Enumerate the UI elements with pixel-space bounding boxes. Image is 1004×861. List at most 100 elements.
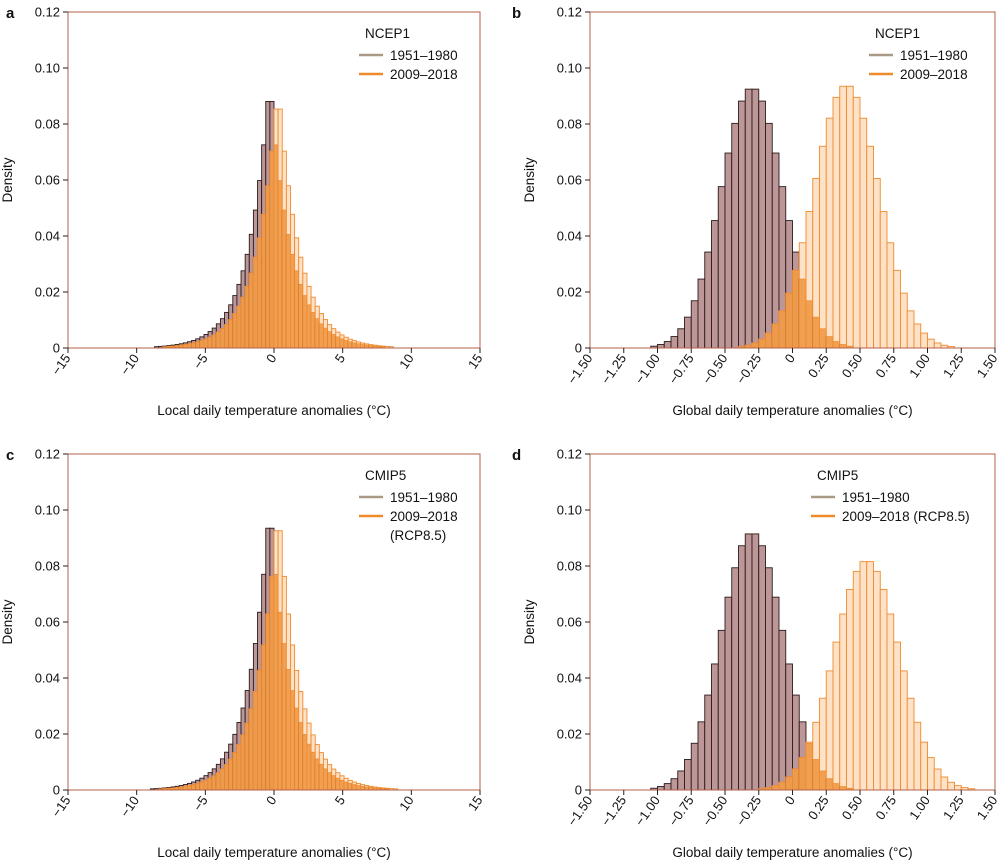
bar-overlap-35	[825, 336, 834, 349]
bar-overlap-63	[327, 331, 333, 349]
histogram-bars	[154, 101, 394, 349]
bar-overlap-71	[360, 344, 365, 349]
bar-overlap-29	[785, 776, 793, 791]
bar-overlap-66	[339, 779, 345, 791]
y-axis: 0 0.02 0.04 0.06 0.08 0.10 0.12	[35, 447, 68, 798]
x-axis: −1.50 −1.25 −1.00 −0.75 −0.50 −0.25 0 0.25 0.50 0…	[564, 790, 1000, 829]
bar-1951-1980-18	[711, 220, 719, 349]
bar-overlap-70	[356, 785, 361, 791]
bar-overlap-36	[215, 772, 221, 791]
x-tick-label: 1.50	[974, 351, 1001, 380]
bar-1951-1980-21	[731, 567, 739, 791]
bar-overlap-47	[261, 213, 267, 349]
bar-1951-1980-21	[731, 122, 739, 349]
legend: CMIP5 1951–1980 2009–2018 (RCP8.5)	[359, 468, 458, 543]
x-tick-label: 1.00	[906, 793, 933, 822]
histogram-bars	[650, 85, 955, 349]
bar-overlap-64	[331, 775, 337, 791]
y-tick-label: 0.02	[35, 285, 60, 300]
panel-letter: d	[512, 447, 521, 464]
bar-overlap-58	[306, 743, 312, 791]
legend-entry: 2009–2018 (RCP8.5)	[842, 509, 970, 524]
bar-overlap-66	[339, 338, 345, 349]
bar-1951-1980-18	[711, 663, 719, 791]
bar-1951-1980-25	[758, 100, 766, 349]
bar-2009-2018-40	[859, 561, 868, 791]
x-tick-label: −0.50	[699, 793, 730, 829]
bar-2009-2018-45	[893, 269, 901, 349]
bar-1951-1980-19	[717, 629, 726, 791]
y-axis-title: Density	[0, 599, 15, 644]
x-axis: −15 −10 −5 0 5 10 15	[49, 790, 485, 820]
bar-overlap-63	[327, 772, 333, 791]
bar-overlap-46	[257, 670, 262, 791]
y-tick-label: 0.02	[35, 727, 60, 742]
bar-overlap-27	[771, 785, 780, 791]
bar-1951-1980-20	[724, 596, 733, 791]
x-axis-title: Local daily temperature anomalies (°C)	[157, 845, 391, 860]
y-tick-label: 0.10	[557, 503, 582, 518]
x-tick-label: −5	[190, 351, 211, 372]
bar-overlap-46	[257, 237, 262, 349]
histogram-bars	[650, 533, 976, 791]
bar-overlap-54	[290, 253, 295, 349]
bar-overlap-43	[244, 286, 250, 349]
bar-overlap-51	[277, 180, 283, 349]
bar-overlap-55	[294, 270, 300, 349]
bar-2009-2018-34	[819, 145, 827, 349]
bar-overlap-33	[812, 316, 820, 349]
bar-1951-1980-24	[751, 533, 760, 791]
bar-2009-2018-44	[886, 242, 895, 349]
panel-letter: a	[6, 5, 15, 22]
bar-overlap-50	[273, 573, 279, 791]
bar-2009-2018-50	[927, 338, 935, 349]
y-tick-label: 0.08	[557, 559, 582, 574]
x-tick-label: 0	[782, 351, 798, 366]
x-tick-label: 0	[263, 793, 279, 808]
bar-overlap-68	[347, 341, 353, 349]
bar-2009-2018-47	[906, 697, 915, 791]
y-tick-label: 0	[53, 783, 60, 798]
y-tick-label: 0.10	[557, 61, 582, 76]
bar-2009-2018-41	[866, 145, 874, 349]
bar-overlap-35	[211, 334, 217, 349]
bar-overlap-50	[273, 144, 279, 349]
y-axis: 0 0.02 0.04 0.06 0.08 0.10 0.12	[557, 5, 590, 356]
y-axis-title: Density	[522, 157, 537, 202]
y-tick-label: 0.10	[35, 503, 60, 518]
bar-1951-1980-16	[697, 278, 706, 349]
bar-2009-2018-44	[886, 613, 895, 791]
bar-1951-1980-22	[738, 100, 746, 349]
bar-overlap-68	[347, 783, 353, 791]
bar-overlap-34	[819, 770, 827, 791]
bar-overlap-27	[771, 323, 780, 349]
legend-entry: 1951–1980	[390, 490, 458, 505]
bar-overlap-28	[778, 310, 787, 349]
x-tick-label: 15	[465, 351, 486, 371]
bar-overlap-57	[302, 295, 308, 349]
x-tick-label: −10	[117, 351, 142, 378]
bar-2009-2018-38	[846, 589, 854, 791]
bar-overlap-56	[298, 722, 304, 791]
bar-overlap-38	[224, 324, 230, 349]
x-tick-label: −5	[190, 793, 211, 814]
y-tick-label: 0.02	[557, 727, 582, 742]
bar-overlap-30	[792, 270, 800, 349]
bar-1951-1980-25	[758, 545, 766, 791]
bar-1951-1980-15	[690, 300, 699, 349]
bar-1951-1980-19	[717, 186, 726, 349]
bar-overlap-32	[199, 781, 205, 791]
bar-overlap-28	[778, 781, 787, 791]
y-tick-label: 0.06	[557, 173, 582, 188]
bar-overlap-45	[253, 256, 258, 349]
bar-overlap-32	[199, 340, 205, 349]
bar-overlap-34	[207, 777, 213, 791]
bar-overlap-41	[236, 305, 242, 349]
bar-overlap-69	[351, 784, 357, 791]
bar-overlap-64	[331, 334, 337, 349]
y-tick-label: 0.04	[35, 671, 60, 686]
x-tick-label: 10	[396, 793, 417, 813]
x-tick-label: 1.50	[974, 793, 1001, 822]
bar-2009-2018-47	[906, 310, 915, 349]
bar-2009-2018-39	[852, 96, 861, 349]
